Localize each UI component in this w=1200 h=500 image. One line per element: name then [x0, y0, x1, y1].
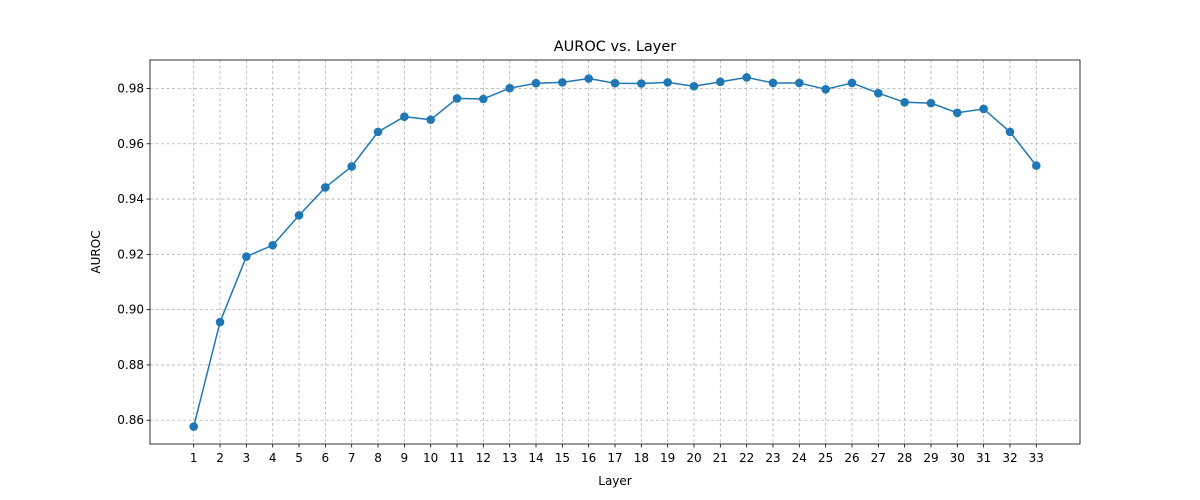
x-tick-label: 28: [897, 451, 912, 465]
data-point: [189, 422, 199, 431]
x-tick-label: 22: [739, 451, 754, 465]
x-axis-ticks: 1 2 3 4 5 6 7 8 9 10 11 12 13 14 15 16 17 18 19 20 21 22 23 24 2…: [190, 444, 1044, 465]
data-point: [768, 78, 778, 88]
x-tick-label: 33: [1029, 451, 1044, 465]
y-tick-label: 0.94: [117, 192, 144, 206]
x-tick-label: 3: [243, 451, 251, 465]
x-tick-label: 9: [401, 451, 409, 465]
plot-frame: [149, 59, 1081, 445]
x-tick-label: 30: [950, 451, 965, 465]
chart-title: AUROC vs. Layer: [554, 39, 677, 55]
data-point: [637, 79, 646, 88]
x-tick-label: 14: [528, 451, 543, 465]
y-tick-label: 0.98: [117, 81, 144, 95]
x-tick-label: 31: [976, 451, 991, 465]
data-point: [1031, 161, 1041, 170]
data-point: [610, 78, 620, 88]
data-point: [531, 78, 541, 88]
data-point: [821, 85, 830, 94]
x-axis-label: Layer: [598, 474, 632, 488]
data-point: [952, 108, 962, 118]
y-axis-ticks: 0.86 0.88 0.90 0.92 0.94 0.96 0.98: [117, 81, 150, 427]
grid-lines: [150, 60, 1080, 444]
x-tick-label: 27: [871, 451, 886, 465]
x-tick-label: 20: [686, 451, 701, 465]
x-tick-label: 17: [607, 451, 622, 465]
x-tick-label: 16: [581, 451, 596, 465]
x-tick-label: 11: [449, 451, 464, 465]
data-point: [426, 115, 435, 125]
data-point: [874, 88, 883, 98]
x-tick-label: 32: [1002, 451, 1017, 465]
x-tick-label: 8: [374, 451, 382, 465]
data-point: [979, 104, 988, 114]
data-point: [505, 83, 514, 93]
data-point: [742, 73, 751, 82]
data-point: [347, 162, 356, 171]
x-tick-label: 10: [423, 451, 438, 465]
x-tick-label: 6: [322, 451, 330, 465]
x-tick-label: 7: [348, 451, 356, 465]
data-point: [926, 98, 936, 108]
x-tick-label: 19: [660, 451, 675, 465]
data-point: [584, 74, 593, 83]
x-tick-label: 1: [190, 451, 198, 465]
x-tick-label: 24: [792, 451, 807, 465]
x-tick-label: 4: [269, 451, 277, 465]
x-tick-label: 25: [818, 451, 833, 465]
y-tick-label: 0.96: [117, 137, 144, 151]
data-point: [795, 78, 804, 88]
data-point: [215, 317, 225, 327]
data-point: [847, 78, 857, 88]
x-tick-label: 12: [476, 451, 491, 465]
data-point: [452, 94, 462, 103]
data-point: [373, 127, 383, 137]
data-point: [900, 97, 909, 107]
data-point: [663, 78, 672, 87]
data-point: [400, 112, 409, 121]
data-point: [242, 252, 251, 261]
y-tick-label: 0.86: [117, 413, 144, 427]
x-tick-label: 18: [634, 451, 649, 465]
x-tick-label: 2: [216, 451, 224, 465]
y-axis-label: AUROC: [89, 230, 103, 273]
data-point: [268, 240, 278, 250]
x-tick-label: 29: [923, 451, 938, 465]
x-tick-label: 13: [502, 451, 517, 465]
data-point: [479, 94, 488, 104]
x-tick-label: 5: [295, 451, 303, 465]
data-point: [558, 78, 567, 87]
y-tick-label: 0.88: [117, 358, 144, 372]
series-auroc: [189, 73, 1041, 431]
data-point: [1005, 127, 1015, 137]
data-point: [321, 183, 330, 192]
x-tick-label: 23: [765, 451, 780, 465]
x-tick-label: 15: [555, 451, 570, 465]
data-point: [689, 81, 699, 91]
data-point: [716, 77, 725, 87]
data-point: [294, 211, 304, 220]
x-tick-label: 21: [713, 451, 728, 465]
y-tick-label: 0.90: [117, 303, 144, 317]
y-tick-label: 0.92: [117, 247, 144, 261]
x-tick-label: 26: [844, 451, 859, 465]
